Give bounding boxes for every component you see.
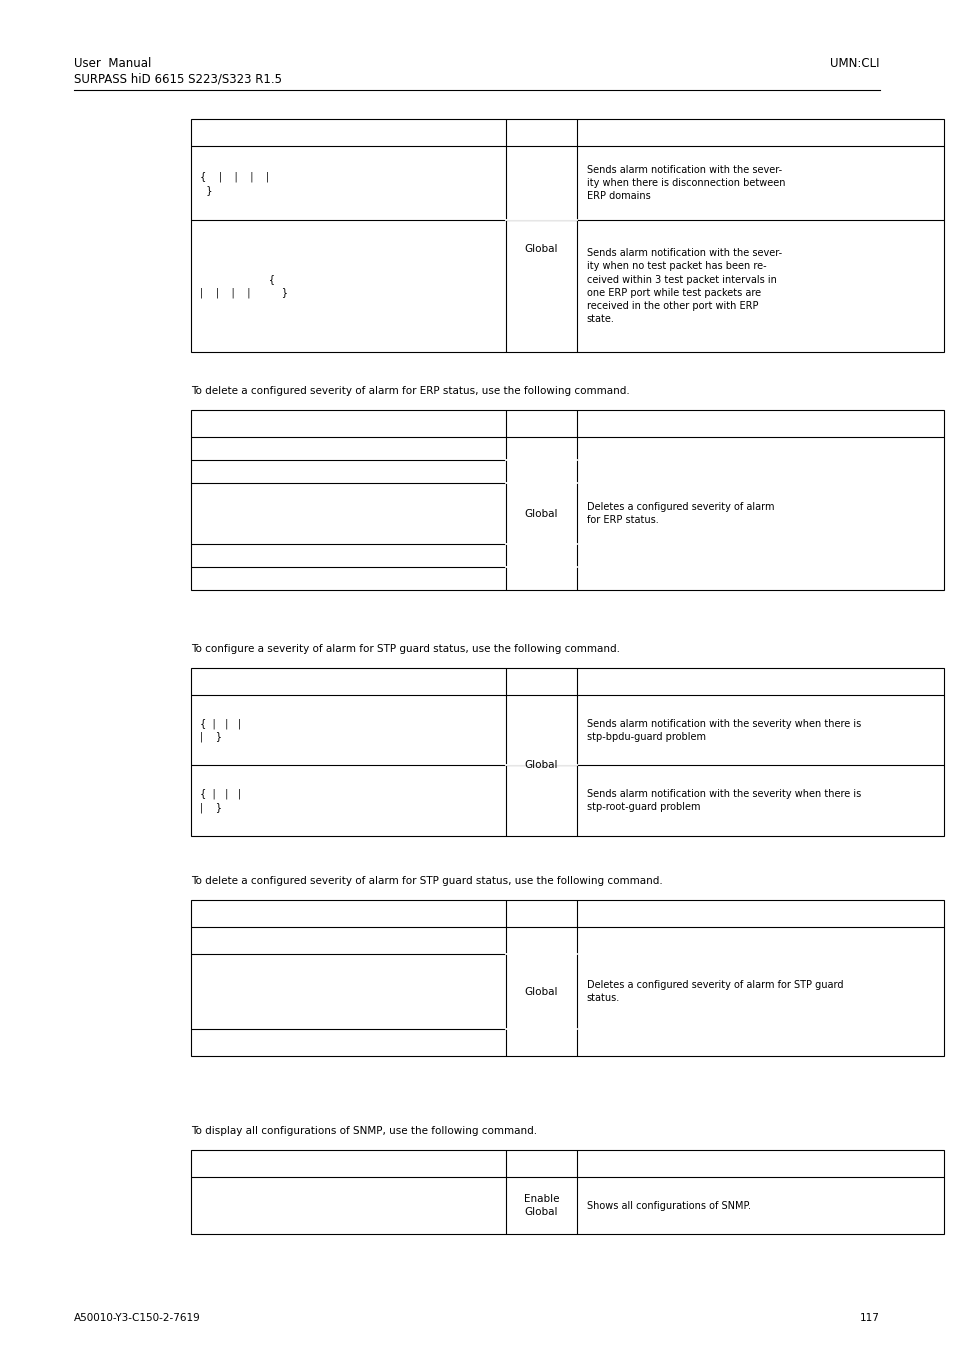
Text: {    |    |    |    |
  }: { | | | | } [200, 171, 270, 194]
Text: To delete a configured severity of alarm for STP guard status, use the following: To delete a configured severity of alarm… [191, 876, 661, 886]
Bar [191, 410, 943, 590]
Text: Enable
Global: Enable Global [523, 1193, 558, 1218]
Text: {  |   |   |
|    }: { | | | | } [200, 788, 241, 813]
Text: To display all configurations of SNMP, use the following command.: To display all configurations of SNMP, u… [191, 1126, 537, 1135]
Text: Sends alarm notification with the severity when there is
stp-bpdu-guard problem: Sends alarm notification with the severi… [586, 718, 860, 743]
Text: Deletes a configured severity of alarm
for ERP status.: Deletes a configured severity of alarm f… [586, 502, 774, 525]
Text: {  |   |   |
|    }: { | | | | } [200, 718, 241, 743]
Text: SURPASS hiD 6615 S223/S323 R1.5: SURPASS hiD 6615 S223/S323 R1.5 [74, 73, 282, 86]
Text: 117: 117 [859, 1314, 879, 1323]
Text: Sends alarm notification with the sever-
ity when there is disconnection between: Sends alarm notification with the sever-… [586, 165, 784, 201]
Text: Deletes a configured severity of alarm for STP guard
status.: Deletes a configured severity of alarm f… [586, 980, 842, 1003]
Bar [191, 668, 943, 836]
Text: Global: Global [524, 244, 558, 254]
Bar [191, 1150, 943, 1234]
Text: Global: Global [524, 760, 558, 771]
Text: {
|    |    |    |          }: { | | | | } [200, 274, 288, 298]
Text: Global: Global [524, 509, 558, 518]
Text: To configure a severity of alarm for STP guard status, use the following command: To configure a severity of alarm for STP… [191, 644, 619, 653]
Text: Sends alarm notification with the sever-
ity when no test packet has been re-
ce: Sends alarm notification with the sever-… [586, 248, 781, 324]
Text: Global: Global [524, 987, 558, 996]
Text: Sends alarm notification with the severity when there is
stp-root-guard problem: Sends alarm notification with the severi… [586, 788, 860, 813]
Text: UMN:CLI: UMN:CLI [829, 57, 879, 70]
Text: User  Manual: User Manual [74, 57, 152, 70]
Bar [191, 119, 943, 352]
Text: To delete a configured severity of alarm for ERP status, use the following comma: To delete a configured severity of alarm… [191, 386, 629, 396]
Bar [191, 900, 943, 1056]
Text: Shows all configurations of SNMP.: Shows all configurations of SNMP. [586, 1200, 750, 1211]
Text: A50010-Y3-C150-2-7619: A50010-Y3-C150-2-7619 [74, 1314, 201, 1323]
